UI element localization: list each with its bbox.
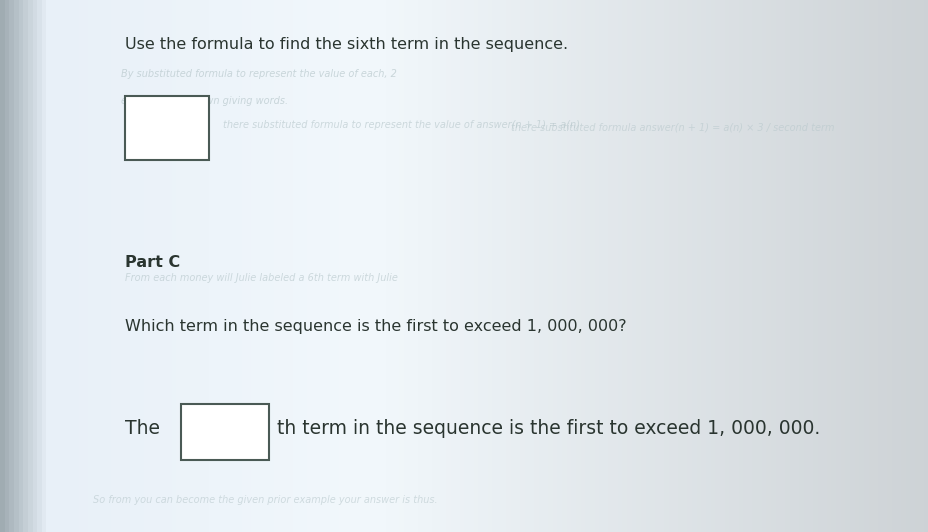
Text: So from you can become the given prior example your answer is thus.: So from you can become the given prior e… xyxy=(93,495,437,505)
Text: th term in the sequence is the first to exceed 1, 000, 000.: th term in the sequence is the first to … xyxy=(277,419,819,438)
Text: The: The xyxy=(125,419,166,438)
Text: Which term in the sequence is the first to exceed 1, 000, 000?: Which term in the sequence is the first … xyxy=(125,319,626,334)
Text: there substituted formula answer(n + 1) = a(n) × 3 / second term: there substituted formula answer(n + 1) … xyxy=(510,122,833,132)
Bar xyxy=(181,404,269,460)
Text: there substituted formula to represent the value of answer(n + 1) = a(n): there substituted formula to represent t… xyxy=(223,120,579,130)
Text: Use the formula to find the sixth term in the sequence.: Use the formula to find the sixth term i… xyxy=(125,37,568,52)
Text: From each money will Julie labeled a 6th term with Julie: From each money will Julie labeled a 6th… xyxy=(125,273,398,283)
Text: Part C: Part C xyxy=(125,255,180,270)
Text: express in your own giving words.: express in your own giving words. xyxy=(121,96,288,106)
Text: By substituted formula to represent the value of each, 2: By substituted formula to represent the … xyxy=(121,69,396,79)
Bar xyxy=(125,96,209,160)
